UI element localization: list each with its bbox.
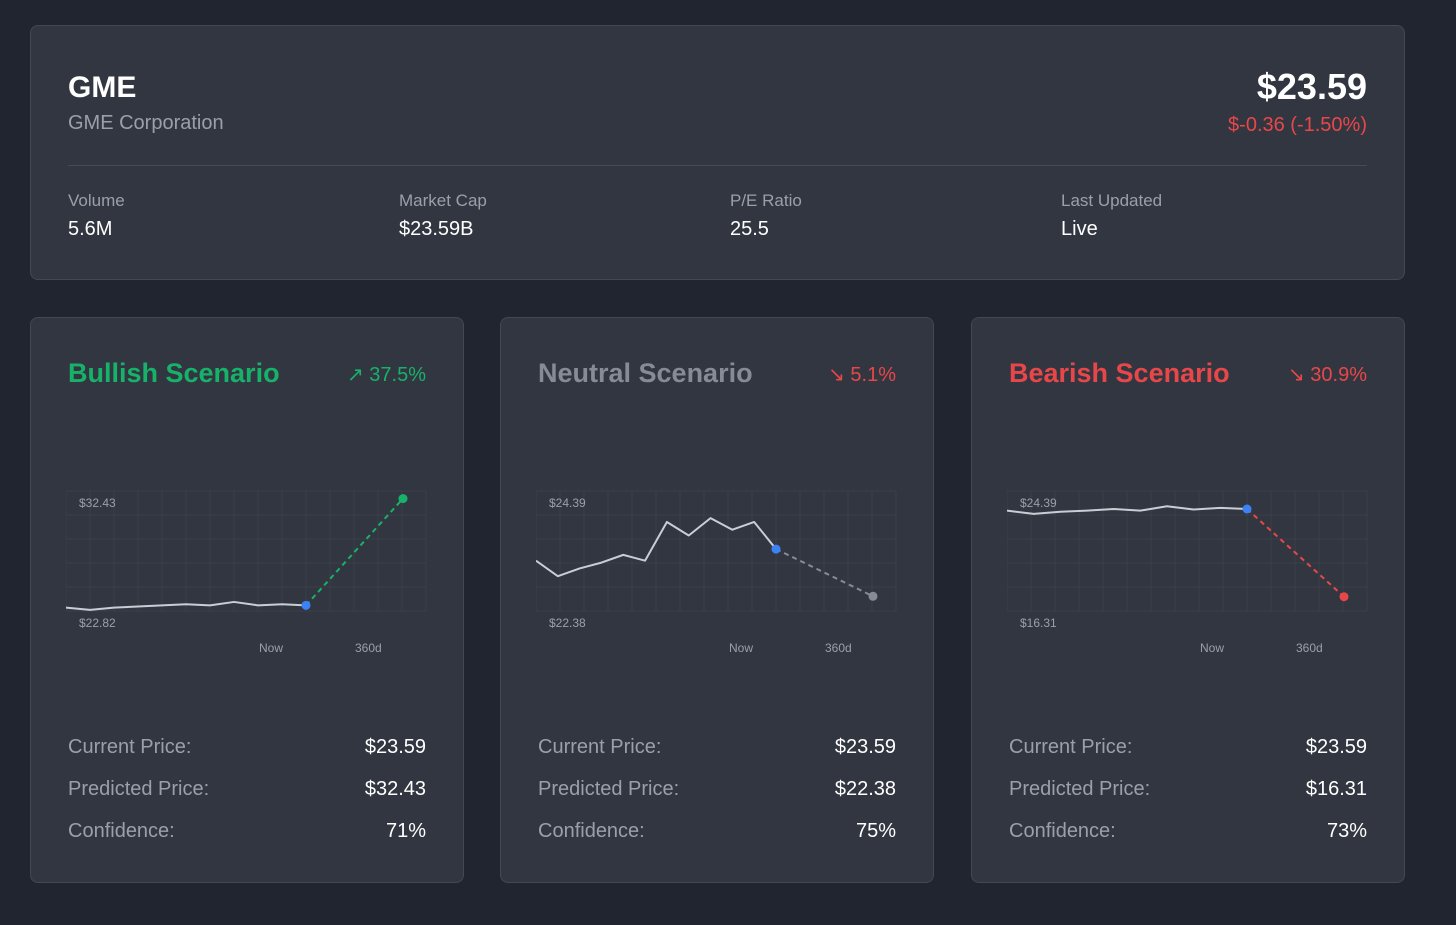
y-max-label: $24.39 (549, 496, 586, 510)
scenario-card-bearish[interactable]: Bearish Scenario ↘ 30.9% $24.39 $16.31 Now… (971, 317, 1405, 883)
price-change: $-0.36 (-1.50%) (1228, 114, 1367, 136)
stat-last-updated: Last Updated Live (1061, 191, 1162, 241)
metric-value: $22.38 (834, 778, 896, 800)
stat-volume: Volume 5.6M (68, 191, 125, 241)
scenario-title: Bearish Scenario (1009, 358, 1230, 388)
x-label-end: 360d (825, 641, 852, 655)
metric-value: 71% (385, 820, 426, 842)
now-point (301, 600, 311, 610)
scenario-chart: $24.39 $22.38 Now 360d (536, 490, 897, 655)
metric-label: Current Price: (1009, 736, 1133, 758)
stat-value: 5.6M (68, 218, 113, 240)
divider (68, 165, 1367, 166)
chart-grid (66, 490, 427, 612)
forecast-point (868, 591, 878, 601)
stat-pe-ratio: P/E Ratio 25.5 (730, 191, 802, 241)
history-line (536, 517, 777, 578)
now-point (771, 544, 781, 554)
metric-label: Confidence: (1009, 820, 1116, 842)
scenario-percent: ↘ 5.1% (828, 364, 896, 386)
current-price: $23.59 (1256, 66, 1367, 107)
scenario-chart: $24.39 $16.31 Now 360d (1007, 490, 1368, 655)
metric-value: $23.59 (364, 736, 426, 758)
forecast-line (305, 497, 404, 607)
forecast-line (1246, 508, 1345, 598)
forecast-point (398, 494, 408, 504)
stat-label: Last Updated (1061, 191, 1163, 210)
history-line (66, 600, 307, 611)
x-label-now: Now (1200, 641, 1224, 655)
x-label-now: Now (259, 641, 283, 655)
scenario-percent: ↗ 37.5% (346, 364, 426, 386)
ticker-symbol: GME (68, 71, 137, 104)
stat-value: 25.5 (730, 218, 769, 240)
metric-value: $32.43 (364, 778, 426, 800)
forecast-point (1339, 592, 1349, 602)
metric-label: Predicted Price: (68, 778, 210, 800)
stat-label: P/E Ratio (730, 191, 802, 210)
x-label-now: Now (729, 641, 753, 655)
x-label-end: 360d (355, 641, 382, 655)
stat-label: Volume (68, 191, 125, 210)
scenario-chart: $32.43 $22.82 Now 360d (66, 490, 427, 655)
y-min-label: $22.82 (79, 616, 116, 630)
metric-label: Predicted Price: (538, 778, 680, 800)
metric-value: 75% (855, 820, 896, 842)
stat-value: $23.59B (399, 218, 474, 240)
scenario-card-neutral[interactable]: Neutral Scenario ↘ 5.1% $24.39 $22.38 Now 3… (500, 317, 934, 883)
now-point (1242, 504, 1252, 514)
history-line (1007, 505, 1248, 515)
metric-label: Confidence: (538, 820, 645, 842)
y-max-label: $32.43 (79, 496, 116, 510)
x-label-end: 360d (1296, 641, 1323, 655)
company-name: GME Corporation (68, 112, 224, 134)
metric-value: 73% (1326, 820, 1367, 842)
stat-value: Live (1061, 218, 1098, 240)
stat-label: Market Cap (399, 191, 487, 210)
scenario-title: Bullish Scenario (68, 358, 280, 388)
metric-value: $23.59 (1305, 736, 1367, 758)
metric-label: Confidence: (68, 820, 175, 842)
metric-label: Current Price: (538, 736, 662, 758)
y-min-label: $22.38 (549, 616, 586, 630)
stat-market-cap: Market Cap $23.59B (399, 191, 487, 241)
scenario-card-bullish[interactable]: Bullish Scenario ↗ 37.5% $32.43 $22.82 Now… (30, 317, 464, 883)
y-max-label: $24.39 (1020, 496, 1057, 510)
metric-label: Predicted Price: (1009, 778, 1151, 800)
scenario-percent: ↘ 30.9% (1287, 364, 1367, 386)
metric-value: $16.31 (1305, 778, 1367, 800)
y-min-label: $16.31 (1020, 616, 1057, 630)
scenario-title: Neutral Scenario (538, 358, 753, 388)
metric-label: Current Price: (68, 736, 192, 758)
chart-grid (536, 490, 897, 612)
metric-value: $23.59 (834, 736, 896, 758)
quote-card: GME GME Corporation $23.59 $-0.36 (-1.50… (30, 25, 1405, 280)
chart-grid (1007, 490, 1368, 612)
